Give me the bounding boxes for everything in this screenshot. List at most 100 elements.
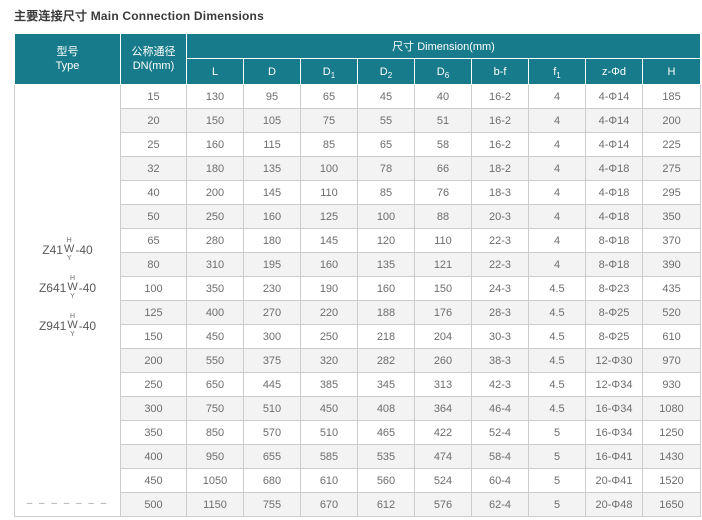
table-cell: 445 <box>243 372 301 397</box>
table-cell: 110 <box>300 180 358 205</box>
table-cell: 58 <box>414 132 472 157</box>
table-row: Z41 H W Y -40 Z641 H W Y -40 Z941 H W Y -40 – – – – – –… <box>14 84 702 517</box>
table-cell: 185 <box>641 84 702 109</box>
table-cell: 8-Φ18 <box>585 252 643 277</box>
table-cell: 58-4 <box>471 444 529 469</box>
table-cell: 4-Φ14 <box>585 84 643 109</box>
table-cell: 5 <box>528 492 586 517</box>
table-cell: 4.5 <box>528 324 586 349</box>
table-cell: 450 <box>300 396 358 421</box>
table-cell: 435 <box>641 276 702 301</box>
page-title: 主要连接尺寸 Main Connection Dimensions <box>14 9 264 23</box>
table-cell: 4 <box>528 108 586 133</box>
table-cell: 78 <box>357 156 415 181</box>
table-cell: 280 <box>186 228 244 253</box>
table-cell: 313 <box>414 372 472 397</box>
table-cell: 385 <box>300 372 358 397</box>
table-row: 200 550 375 320 282 260 38-3 4.5 12-Φ30 970 <box>15 348 702 373</box>
dn-header-cn: 公称通径 <box>131 46 176 58</box>
table-cell: 20-Φ41 <box>585 468 643 493</box>
valve-model-Z641: Z641 H W Y -40 <box>38 275 97 300</box>
table-cell: 130 <box>186 84 244 109</box>
table-cell: 8-Φ18 <box>585 228 643 253</box>
table-cell: 24-3 <box>471 276 529 301</box>
table-cell: 52-4 <box>471 420 529 445</box>
table-cell: 45 <box>357 84 415 109</box>
cell-dn: 300 <box>120 396 187 421</box>
table-cell: 60-4 <box>471 468 529 493</box>
col-header-D1: D1 <box>300 58 358 85</box>
table-cell: 42-3 <box>471 372 529 397</box>
table-cell: 4-Φ14 <box>585 132 643 157</box>
table-row: 500 1150 755 670 612 576 62-4 5 20-Φ48 1650 <box>15 492 702 517</box>
table-cell: 520 <box>641 300 702 325</box>
table-cell: 121 <box>414 252 472 277</box>
table-cell: 200 <box>186 180 244 205</box>
cell-dn: 250 <box>120 372 187 397</box>
table-cell: 28-3 <box>471 300 529 325</box>
table-cell: 8-Φ25 <box>585 300 643 325</box>
table-cell: 100 <box>357 204 415 229</box>
table-cell: 310 <box>186 252 244 277</box>
cell-dn: 200 <box>120 348 187 373</box>
table-cell: 610 <box>641 324 702 349</box>
table-cell: 680 <box>243 468 301 493</box>
table-cell: 4.5 <box>528 396 586 421</box>
table-cell: 12-Φ34 <box>585 372 643 397</box>
table-cell: 408 <box>357 396 415 421</box>
table-cell: 85 <box>300 132 358 157</box>
table-cell: 180 <box>186 156 244 181</box>
table-cell: 110 <box>414 228 472 253</box>
table-row: 65 280 180 145 120 110 22-3 4 8-Φ18 370 <box>15 228 702 253</box>
table-cell: 30-3 <box>471 324 529 349</box>
table-cell: 375 <box>243 348 301 373</box>
type-models-cell: Z41 H W Y -40 Z641 H W Y -40 Z941 H W Y -40 – – – – – –… <box>14 84 121 517</box>
table-cell: 160 <box>357 276 415 301</box>
table-row: 400 950 655 585 535 474 58-4 5 16-Φ41 1430 <box>15 444 702 469</box>
type-header-en: Type <box>55 60 80 72</box>
table-cell: 4 <box>528 228 586 253</box>
table-cell: 1050 <box>186 468 244 493</box>
table-cell: 230 <box>243 276 301 301</box>
table-cell: 4 <box>528 252 586 277</box>
table-cell: 1250 <box>641 420 702 445</box>
table-cell: 88 <box>414 204 472 229</box>
table-cell: 612 <box>357 492 415 517</box>
table-cell: 550 <box>186 348 244 373</box>
table-cell: 422 <box>414 420 472 445</box>
table-cell: 970 <box>641 348 702 373</box>
table-cell: 270 <box>243 300 301 325</box>
table-cell: 4 <box>528 156 586 181</box>
table-cell: 450 <box>186 324 244 349</box>
table-cell: 250 <box>300 324 358 349</box>
table-cell: 85 <box>357 180 415 205</box>
table-cell: 474 <box>414 444 472 469</box>
table-cell: 750 <box>186 396 244 421</box>
table-cell: 160 <box>300 252 358 277</box>
table-cell: 560 <box>357 468 415 493</box>
table-cell: 16-2 <box>471 84 529 109</box>
table-row: 32 180 135 100 78 66 18-2 4 4-Φ18 275 <box>15 156 702 181</box>
table-cell: 465 <box>357 420 415 445</box>
col-header-D6: D6 <box>414 58 472 85</box>
table-cell: 225 <box>641 132 702 157</box>
cell-dn: 500 <box>120 492 187 517</box>
cell-dn: 450 <box>120 468 187 493</box>
table-cell: 95 <box>243 84 301 109</box>
table-cell: 4-Φ18 <box>585 180 643 205</box>
table-cell: 16-Φ34 <box>585 420 643 445</box>
table-row: 150 450 300 250 218 204 30-3 4.5 8-Φ25 610 <box>15 324 702 349</box>
table-cell: 20-Φ48 <box>585 492 643 517</box>
table-cell: 4.5 <box>528 300 586 325</box>
table-row: 20 150 105 75 55 51 16-2 4 4-Φ14 200 <box>15 108 702 133</box>
dimension-group-header: 尺寸 Dimension(mm) <box>185 33 702 59</box>
col-header-D: D <box>243 58 301 85</box>
table-cell: 585 <box>300 444 358 469</box>
table-cell: 120 <box>357 228 415 253</box>
table-cell: 5 <box>528 444 586 469</box>
table-cell: 4 <box>528 204 586 229</box>
table-cell: 8-Φ23 <box>585 276 643 301</box>
